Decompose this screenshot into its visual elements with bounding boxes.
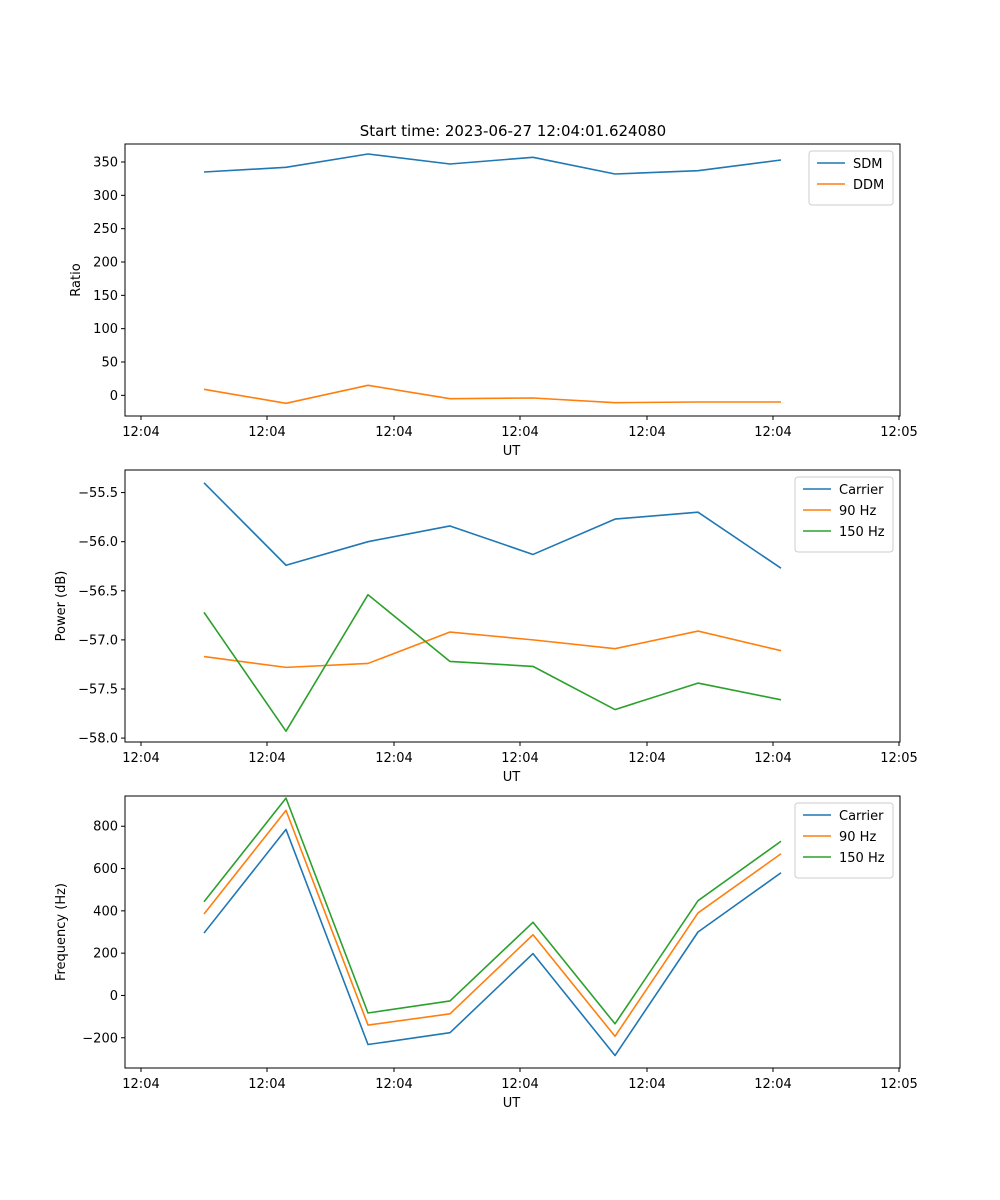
legend-label: Carrier [839, 483, 884, 498]
x-tick-label: 12:04 [628, 1077, 665, 1092]
series-line-ddm [203, 384, 781, 405]
legend-label: Carrier [839, 809, 884, 824]
x-tick-label: 12:04 [248, 425, 285, 440]
y-tick-label: −56.0 [78, 535, 118, 550]
legend-label: DDM [853, 178, 884, 193]
x-tick-label: 12:05 [880, 751, 917, 766]
y-tick-label: −58.0 [78, 732, 118, 747]
y-tick-label: 200 [93, 256, 118, 271]
y-tick-label: −57.5 [78, 682, 118, 697]
legend: Carrier 90 Hz 150 Hz [794, 802, 894, 879]
x-tick-label: 12:04 [375, 751, 412, 766]
legend-label: 90 Hz [839, 830, 876, 845]
x-tick-label: 12:04 [375, 425, 412, 440]
figure-title: Start time: 2023-06-27 12:04:01.624080 [360, 122, 666, 140]
legend-box [808, 150, 894, 206]
x-tick-label: 12:04 [501, 751, 538, 766]
series-line-carrier [203, 828, 782, 1057]
subplot-frequency: 12:04 12:04 12:04 12:04 12:04 12:04 12:05 −200 0… [54, 795, 918, 1111]
series-line-150-hz [203, 593, 782, 733]
legend: SDM DDM [808, 150, 894, 206]
series-line-sdm [203, 153, 782, 175]
y-axis-label: Ratio [69, 263, 84, 296]
x-axis-label: UT [503, 770, 521, 785]
y-tick-label: 400 [93, 904, 118, 919]
axes-frame [124, 795, 901, 1069]
legend-label: 150 Hz [839, 525, 885, 540]
series-line-90-hz [203, 630, 782, 669]
y-tick-label: −56.5 [78, 584, 118, 599]
legend-label: 150 Hz [839, 851, 885, 866]
x-tick-label: 12:04 [754, 425, 791, 440]
legend-label: SDM [853, 157, 882, 172]
subplot-power: 12:04 12:04 12:04 12:04 12:04 12:04 12:05 −58.0… [54, 469, 918, 785]
y-tick-label: 800 [93, 820, 118, 835]
y-tick-label: −55.5 [78, 486, 118, 501]
y-tick-label: 0 [110, 989, 118, 1004]
axes-frame [124, 143, 901, 417]
y-tick-label: 100 [93, 322, 118, 337]
legend-box [794, 802, 894, 879]
x-axis-label: UT [503, 1096, 521, 1111]
y-tick-label: 350 [93, 156, 118, 171]
legend: Carrier 90 Hz 150 Hz [794, 476, 894, 553]
series-line-150-hz [203, 797, 782, 1025]
y-tick-label: 250 [93, 222, 118, 237]
y-tick-label: 600 [93, 862, 118, 877]
axes-frame [124, 469, 901, 743]
x-tick-label: 12:04 [628, 425, 665, 440]
x-tick-label: 12:05 [880, 425, 917, 440]
x-tick-label: 12:04 [628, 751, 665, 766]
y-tick-label: 0 [110, 389, 118, 404]
y-tick-label: 200 [93, 947, 118, 962]
x-tick-label: 12:04 [754, 1077, 791, 1092]
x-tick-label: 12:04 [248, 751, 285, 766]
y-axis-label: Frequency (Hz) [54, 883, 69, 981]
x-tick-label: 12:05 [880, 1077, 917, 1092]
x-tick-label: 12:04 [754, 751, 791, 766]
x-tick-label: 12:04 [248, 1077, 285, 1092]
x-tick-label: 12:04 [375, 1077, 412, 1092]
subplot-ratio: 12:04 12:04 12:04 12:04 12:04 12:04 12:05 0 50 10… [69, 143, 918, 459]
y-tick-label: −57.0 [78, 633, 118, 648]
y-tick-label: 150 [93, 289, 118, 304]
x-tick-label: 12:04 [501, 425, 538, 440]
y-tick-label: −200 [82, 1031, 118, 1046]
x-tick-label: 12:04 [122, 751, 159, 766]
legend-box [794, 476, 894, 553]
y-tick-label: 50 [101, 356, 118, 371]
x-axis-label: UT [503, 444, 521, 459]
x-tick-label: 12:04 [122, 1077, 159, 1092]
legend-label: 90 Hz [839, 504, 876, 519]
x-tick-label: 12:04 [501, 1077, 538, 1092]
series-line-carrier [203, 482, 782, 569]
x-tick-label: 12:04 [122, 425, 159, 440]
y-tick-label: 300 [93, 189, 118, 204]
series-line-90-hz [203, 809, 782, 1038]
y-axis-label: Power (dB) [54, 571, 69, 642]
